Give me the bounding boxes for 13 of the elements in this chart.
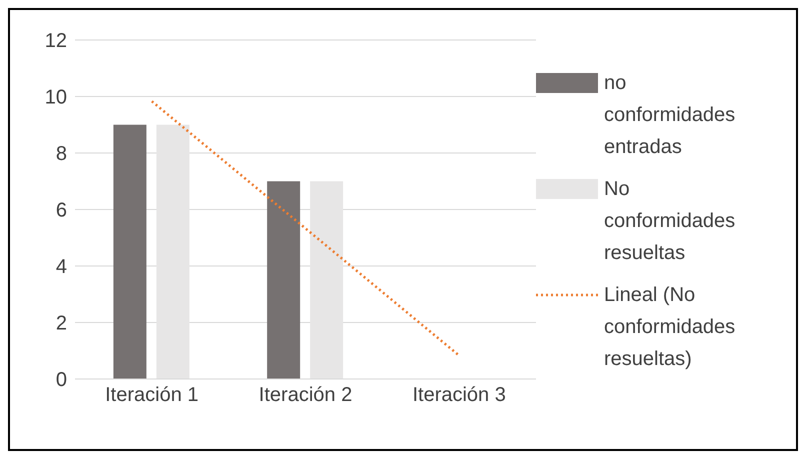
y-tick-label: 10 [44,86,67,109]
x-tick-label: Iteración 1 [105,384,199,406]
legend-label: Lineal (No conformidades resueltas) [604,282,736,372]
legend-label: No conformidades resueltas [604,176,736,266]
y-tick-label: 0 [56,369,67,392]
y-tick-label: 8 [56,143,67,166]
y-tick-label: 2 [56,312,67,335]
y-tick-label: 4 [56,256,67,278]
y-tick-label: 12 [44,30,67,52]
y-tick-label: 6 [56,200,67,222]
x-tick-label: Iteración 2 [258,384,352,406]
x-tick-label: Iteración 3 [412,384,506,406]
legend-label: no conformidades entradas [604,70,736,160]
